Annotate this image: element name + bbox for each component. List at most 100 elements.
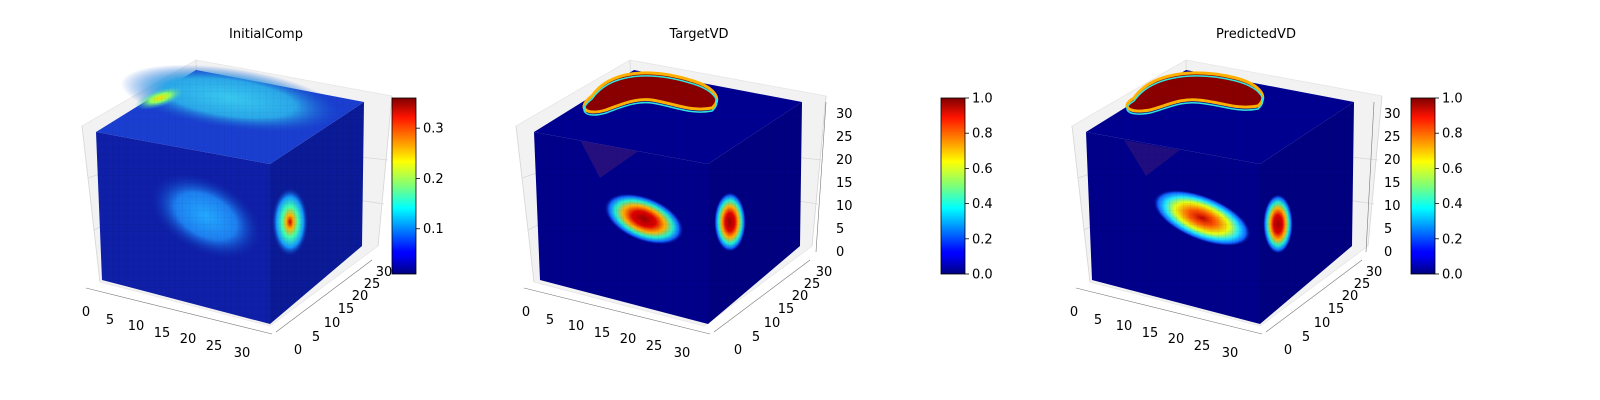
chart-title: PredictedVD (1216, 27, 1296, 42)
x-tick: 5 (106, 313, 114, 328)
colorbar-tick-label: 0.0 (1442, 268, 1463, 283)
y-tick: 0 (734, 343, 742, 358)
cube-right-face (1260, 102, 1354, 324)
panel-targetvd: TargetVD 0 5 10 (515, 27, 993, 361)
z-tick: 5 (836, 222, 844, 237)
z-tick: 0 (836, 245, 844, 260)
x-tick: 0 (1070, 305, 1078, 320)
x-axis: 0 5 10 15 20 25 30 (522, 287, 711, 361)
colorbar-tick-label: 1.0 (972, 92, 993, 107)
panel-predictedvd: PredictedVD 0 5 10 (1070, 27, 1463, 361)
colorbar-ticks: 0.0 0.2 0.4 0.6 0.8 1.0 (1435, 92, 1463, 283)
chart-title: TargetVD (668, 27, 728, 42)
y-tick: 20 (792, 289, 809, 304)
y-tick: 0 (294, 343, 302, 358)
colorbar-ticks: 0.0 0.2 0.4 0.6 0.8 1.0 (965, 92, 993, 283)
colorbar-ticks: 0.1 0.2 0.3 (416, 122, 444, 237)
colorbar-tick-label: 0.8 (972, 127, 993, 142)
x-tick: 10 (128, 319, 145, 334)
x-tick: 30 (674, 346, 691, 361)
y-tick: 20 (1342, 289, 1359, 304)
x-axis: 0 5 10 15 20 25 30 (82, 287, 273, 361)
x-tick: 20 (620, 332, 637, 347)
x-tick: 0 (82, 305, 90, 320)
y-tick: 30 (1366, 265, 1383, 280)
z-tick: 25 (1384, 130, 1401, 145)
z-tick: 15 (1384, 176, 1401, 191)
x-tick: 10 (568, 319, 585, 334)
x-tick: 20 (180, 332, 197, 347)
x-tick: 20 (1168, 332, 1185, 347)
panel-initialcomp: InitialComp 0 5 10 1 (81, 27, 444, 361)
z-tick: 10 (836, 199, 853, 214)
colorbar-tick-label: 1.0 (1442, 92, 1463, 107)
z-tick: 30 (836, 107, 853, 122)
y-tick: 5 (752, 330, 760, 345)
y-tick: 15 (778, 302, 795, 317)
y-tick: 10 (1314, 316, 1331, 331)
y-tick: 15 (1328, 302, 1345, 317)
z-tick: 5 (1384, 222, 1392, 237)
y-axis: 0 5 10 15 20 25 30 (1265, 259, 1383, 358)
cube-front-face (96, 132, 270, 324)
x-tick: 25 (206, 339, 223, 354)
colorbar-tick-label: 0.6 (1442, 162, 1463, 177)
colorbar: 0.0 0.2 0.4 0.6 0.8 1.0 (1410, 92, 1463, 283)
cube-top-face (534, 70, 802, 164)
z-tick: 20 (1384, 153, 1401, 168)
y-tick: 0 (1284, 343, 1292, 358)
colorbar-tick-label: 0.4 (1442, 197, 1463, 212)
z-tick: 0 (1384, 245, 1392, 260)
cube-front-face (1086, 132, 1260, 324)
z-axis: 0 5 10 15 20 25 30 (1365, 101, 1401, 260)
colorbar: 0.1 0.2 0.3 (391, 97, 444, 275)
cube-top-face (1086, 70, 1354, 164)
colorbar-tick-label: 0.3 (423, 122, 444, 137)
colorbar-tick-label: 0.1 (423, 222, 444, 237)
z-tick: 10 (1384, 199, 1401, 214)
colorbar: 0.0 0.2 0.4 0.6 0.8 1.0 (940, 92, 993, 283)
x-tick: 25 (1194, 339, 1211, 354)
y-tick: 25 (364, 277, 381, 292)
y-tick: 25 (804, 277, 821, 292)
colorbar-gradient (391, 97, 417, 275)
colorbar-tick-label: 0.2 (1442, 232, 1463, 247)
y-tick: 5 (312, 330, 320, 345)
z-tick: 25 (836, 130, 853, 145)
cube-front-face (534, 132, 708, 324)
colorbar-tick-label: 0.2 (423, 172, 444, 187)
z-tick: 30 (1384, 107, 1401, 122)
cube-right-face (708, 102, 802, 324)
cube-right-face (270, 102, 364, 324)
colorbar-gradient (1410, 97, 1436, 275)
colorbar-tick-label: 0.0 (972, 268, 993, 283)
chart-title: InitialComp (229, 27, 303, 42)
y-tick: 15 (338, 302, 355, 317)
x-tick: 5 (1094, 313, 1102, 328)
y-tick: 10 (764, 316, 781, 331)
y-tick: 30 (816, 265, 833, 280)
x-axis: 0 5 10 15 20 25 30 (1070, 287, 1263, 361)
colorbar-tick-label: 0.2 (972, 232, 993, 247)
x-tick: 10 (1116, 319, 1133, 334)
x-tick: 25 (646, 339, 663, 354)
x-tick: 5 (546, 313, 554, 328)
y-tick: 25 (1354, 277, 1371, 292)
colorbar-gradient (940, 97, 966, 275)
y-tick: 5 (1302, 330, 1310, 345)
y-tick: 10 (324, 316, 341, 331)
y-tick: 20 (352, 289, 369, 304)
y-tick: 30 (376, 265, 393, 280)
colorbar-tick-label: 0.4 (972, 197, 993, 212)
x-tick: 0 (522, 305, 530, 320)
x-tick: 15 (154, 326, 171, 341)
x-tick: 30 (1222, 346, 1239, 361)
z-tick: 20 (836, 153, 853, 168)
x-tick: 30 (234, 346, 251, 361)
z-axis: 0 5 10 15 20 25 30 (815, 101, 853, 260)
cube-top-face (96, 64, 364, 164)
colorbar-tick-label: 0.6 (972, 162, 993, 177)
x-tick: 15 (594, 326, 611, 341)
y-axis: 0 5 10 15 20 25 30 (713, 259, 833, 358)
